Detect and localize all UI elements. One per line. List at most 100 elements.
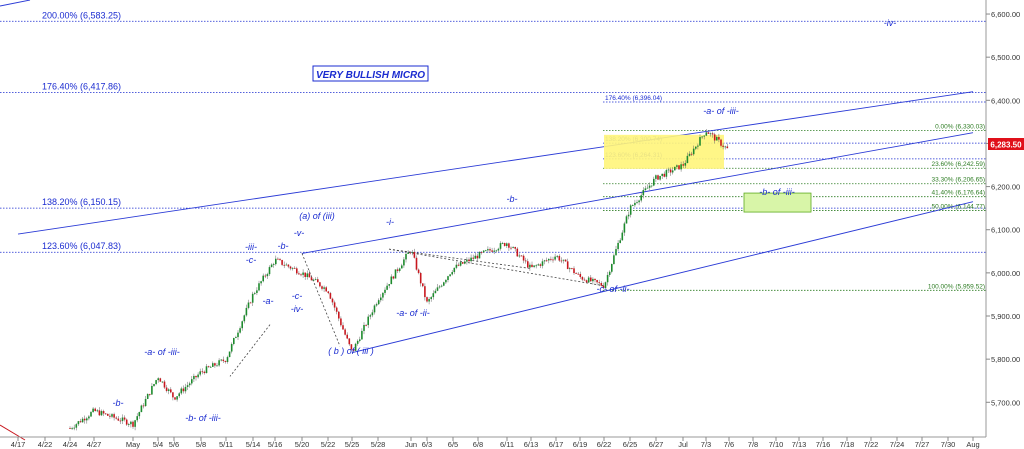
candle-body (632, 205, 634, 206)
x-tick-label: Jul (678, 440, 688, 449)
candle-body (495, 250, 498, 252)
candle-body (482, 250, 485, 253)
candle-body (531, 264, 533, 267)
candle-body (388, 284, 390, 286)
candle-body (113, 414, 115, 418)
candle-body (522, 255, 525, 261)
trendline (351, 201, 974, 354)
annotation-box: VERY BULLISH MICRO (312, 65, 429, 82)
candle-body (409, 252, 411, 254)
candle-body (98, 410, 101, 416)
candle-body (191, 379, 193, 384)
candle-body (275, 258, 277, 265)
candle-body (453, 267, 456, 273)
candle-body (365, 324, 367, 326)
trendline (17, 91, 974, 235)
candle-body (684, 163, 687, 166)
x-tick-label: 5/20 (295, 440, 310, 449)
candle-body (550, 258, 552, 260)
candle-body (711, 133, 714, 135)
candle-body (707, 132, 710, 134)
candle-body (241, 321, 243, 329)
x-tick-label: 6/22 (597, 440, 612, 449)
candle-body (121, 417, 124, 422)
y-tick-label: 6,000.00 (991, 269, 1020, 278)
candle-body (440, 285, 443, 287)
candle-body (556, 255, 558, 257)
candle-body (590, 277, 592, 282)
candle-body (369, 315, 372, 317)
candle-body (642, 190, 645, 196)
candle-body (529, 264, 531, 268)
candle-body (474, 255, 477, 259)
candle-body (218, 360, 220, 366)
candle-body (394, 269, 397, 279)
candle-body (636, 202, 638, 204)
fib-level-label: 41.40% (6,176.64) (932, 190, 985, 197)
candle-body (690, 153, 693, 155)
x-tick-label: 4/24 (63, 440, 78, 449)
candle-body (722, 145, 724, 147)
x-tick-label: Aug (966, 440, 979, 449)
candle-body (247, 302, 250, 308)
candle-body (289, 266, 292, 269)
candle-body (613, 255, 615, 265)
candle-body (680, 164, 682, 170)
candle-body (279, 259, 281, 260)
candle-body (102, 411, 105, 414)
candle-body (415, 257, 418, 270)
candle-body (566, 261, 569, 270)
candle-body (491, 250, 493, 252)
y-tick-label: 6,400.00 (991, 96, 1020, 105)
candle-body (510, 247, 512, 249)
candle-body (655, 175, 657, 179)
x-axis: 4/17 4/22 4/24 4/27 May 5/4 5/6 5/8 5/11 5/14 5/16… (11, 437, 980, 449)
candle-body (371, 312, 374, 316)
wave-label: -a- (263, 296, 274, 306)
candle-body (291, 267, 294, 269)
candle-body (518, 255, 521, 257)
fib-level-label: 176.40% (6,417.86) (42, 82, 121, 92)
candle-body (512, 246, 514, 248)
wave-label: -iv- (291, 304, 304, 314)
fib-level-label: 123.60% (6,047.83) (42, 241, 121, 251)
candle-body (587, 277, 590, 283)
candle-body (569, 268, 571, 270)
candle-body (222, 359, 225, 362)
candle-body (220, 359, 222, 361)
candle-body (380, 297, 382, 301)
candle-body (230, 344, 233, 352)
candle-body (669, 169, 672, 173)
wave-label: ( b ) of ( iii ) (328, 346, 374, 356)
x-tick-label: Jun (405, 440, 417, 449)
candle-body (317, 279, 319, 283)
candle-body (428, 299, 430, 302)
candle-body (594, 278, 596, 281)
candle-body (331, 298, 334, 303)
candle-body (228, 351, 231, 358)
x-tick-label: 4/17 (11, 440, 26, 449)
candle-body (111, 414, 113, 417)
wave-label: -b- (113, 398, 124, 408)
candle-body (455, 264, 458, 268)
candle-body (350, 344, 353, 350)
candle-body (554, 256, 556, 260)
candle-body (417, 269, 420, 273)
y-tick-label: 5,700.00 (991, 398, 1020, 407)
candle-body (503, 243, 506, 246)
candle-body (184, 386, 187, 392)
candle-body (480, 252, 483, 253)
x-tick-label: 6/17 (549, 440, 564, 449)
candle-body (464, 261, 466, 264)
candle-body (107, 413, 109, 416)
wave-label: -a- of -iii- (144, 347, 180, 357)
candle-body (170, 389, 172, 393)
candle-body (585, 280, 588, 283)
candle-body (667, 169, 670, 171)
fib-level-label: 50.00% (6,144.77) (932, 203, 985, 210)
candle-body (321, 286, 323, 289)
last-price-value: 6,283.50 (990, 141, 1022, 150)
y-axis: 5,700.00 5,800.00 5,900.00 6,000.00 6,100.00… (986, 10, 1020, 407)
candle-body (634, 202, 636, 206)
candle-body (506, 243, 508, 246)
